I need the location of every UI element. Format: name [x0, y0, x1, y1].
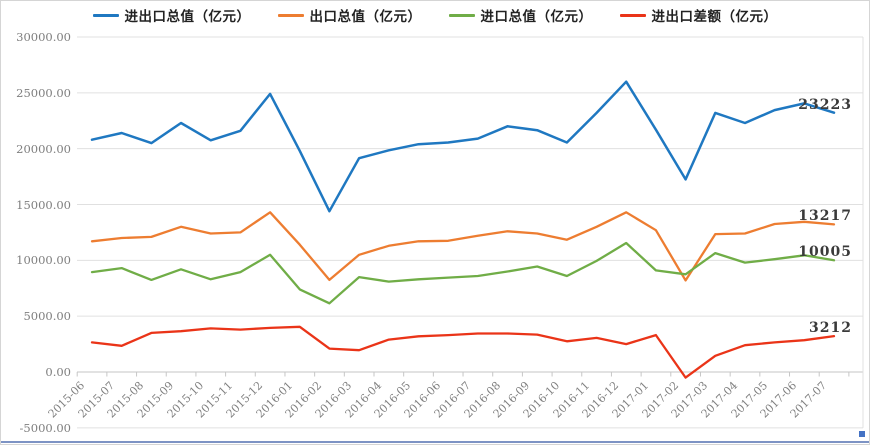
- legend-line-marker-balance: [619, 13, 646, 17]
- series-line-total: [90, 80, 836, 213]
- y-axis-label: 25000.00: [16, 85, 71, 100]
- legend-line-marker-import: [448, 13, 475, 17]
- legend-line-marker-export: [277, 13, 304, 17]
- legend-label-import: 进口总值（亿元）: [480, 9, 593, 25]
- y-axis-label: 0.00: [45, 365, 71, 379]
- data-label-import: 10005: [798, 244, 852, 261]
- data-label-export: 13217: [798, 208, 852, 225]
- selection-handle-dot: [859, 431, 865, 437]
- y-axis-label: 15000.00: [16, 197, 71, 212]
- data-label-total: 23223: [798, 96, 852, 113]
- legend-line-marker-total: [92, 13, 119, 17]
- legend-label-total: 进出口总值（亿元）: [124, 9, 251, 25]
- legend-item-balance: 进出口差额（亿元）: [619, 5, 778, 25]
- y-axis-label: 20000.00: [16, 141, 71, 156]
- y-axis-label: 10000.00: [16, 253, 71, 268]
- y-axis-label: -5000.00: [19, 420, 71, 435]
- chart-legend: 进出口总值（亿元） 出口总值（亿元） 进口总值（亿元） 进出口差额（亿元）: [1, 4, 869, 26]
- data-label-balance: 3212: [809, 320, 852, 337]
- legend-label-balance: 进出口差额（亿元）: [651, 9, 778, 25]
- legend-item-total: 进出口总值（亿元）: [92, 5, 251, 25]
- series-line-balance: [90, 325, 836, 379]
- y-axis-label: 30000.00: [16, 30, 71, 44]
- legend-label-export: 出口总值（亿元）: [309, 9, 422, 25]
- legend-item-export: 出口总值（亿元）: [277, 5, 422, 25]
- series-line-export: [90, 211, 836, 282]
- bottom-accent-bar: [1, 441, 869, 443]
- series-line-import: [90, 241, 836, 305]
- legend-item-import: 进口总值（亿元）: [448, 5, 593, 25]
- y-axis-label: 5000.00: [23, 309, 71, 324]
